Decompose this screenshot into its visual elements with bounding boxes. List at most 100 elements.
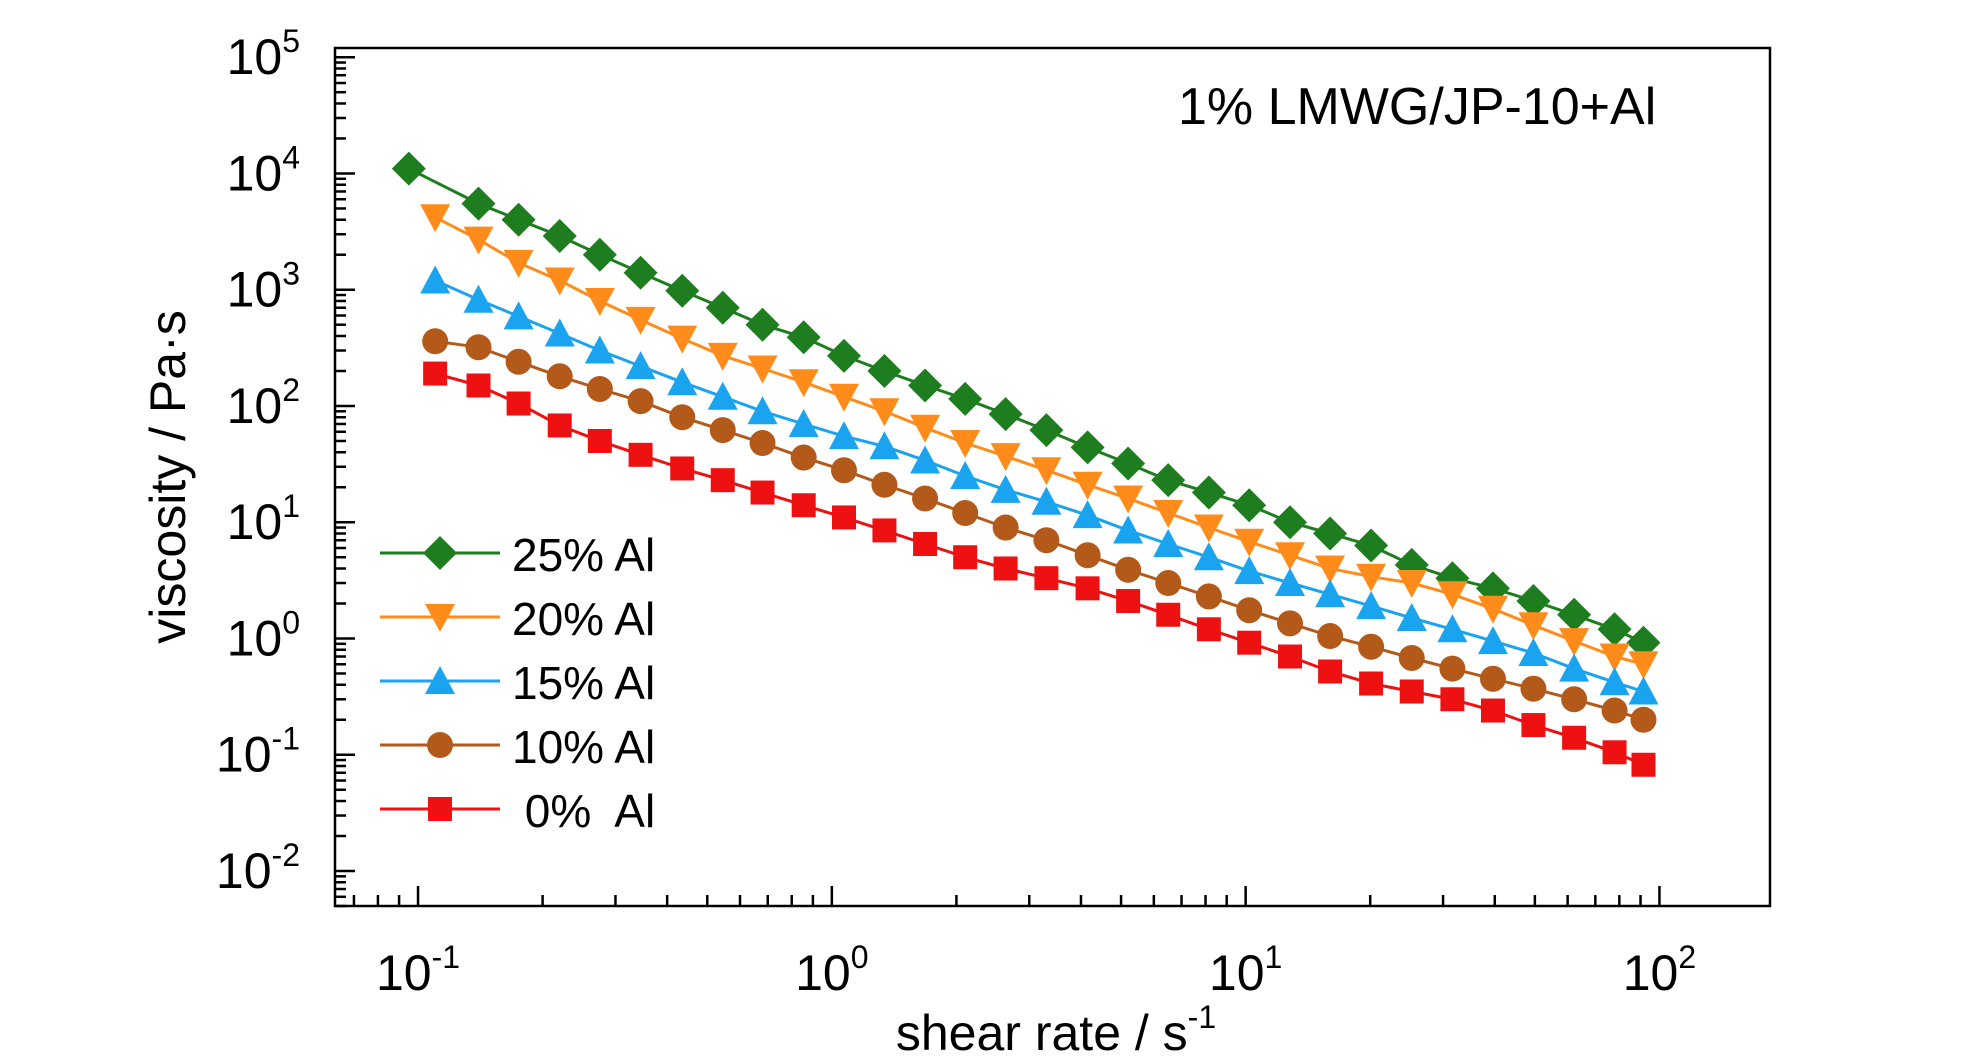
marker-circle bbox=[1520, 675, 1547, 702]
marker-circle bbox=[1195, 583, 1222, 610]
legend-item: 25% Al bbox=[380, 529, 655, 581]
marker-square bbox=[1318, 659, 1343, 684]
marker-triangle-down bbox=[1113, 485, 1144, 514]
marker-triangle-down bbox=[1072, 471, 1103, 500]
marker-triangle-up bbox=[869, 431, 900, 460]
marker-circle bbox=[586, 375, 613, 402]
marker-triangle-up bbox=[1275, 568, 1306, 597]
marker-diamond bbox=[705, 290, 740, 325]
marker-diamond bbox=[948, 381, 983, 416]
marker-diamond bbox=[1273, 505, 1308, 540]
marker-circle bbox=[1115, 556, 1142, 583]
x-tick-label-base: 10 bbox=[1209, 945, 1265, 1001]
marker-diamond bbox=[1029, 413, 1064, 448]
marker-square bbox=[750, 480, 775, 505]
x-tick-label: 101 bbox=[1209, 939, 1282, 1001]
marker-square bbox=[1034, 566, 1059, 591]
marker-triangle-up bbox=[1559, 653, 1590, 682]
marker-diamond bbox=[786, 320, 821, 355]
marker-square bbox=[993, 556, 1018, 581]
marker-diamond bbox=[1557, 597, 1592, 632]
marker-square bbox=[710, 468, 735, 493]
marker-circle bbox=[627, 388, 654, 415]
y-tick-label-base: 10 bbox=[227, 494, 283, 550]
marker-circle bbox=[505, 348, 532, 375]
marker-triangle-down bbox=[1153, 500, 1184, 529]
marker-triangle-down bbox=[1628, 651, 1659, 680]
legend-item: 20% Al bbox=[380, 593, 655, 645]
marker-triangle-up bbox=[584, 335, 615, 364]
marker-square bbox=[423, 361, 448, 386]
marker-diamond bbox=[1597, 612, 1632, 647]
chart-title: 1% LMWG/JP-10+Al bbox=[1178, 78, 1656, 136]
marker-square bbox=[1359, 671, 1384, 696]
marker-triangle-down bbox=[1477, 595, 1508, 624]
series-10-al bbox=[422, 328, 1657, 733]
marker-triangle-down bbox=[544, 267, 575, 296]
x-tick-label: 10-1 bbox=[376, 939, 460, 1001]
y-tick-label-base: 10 bbox=[227, 29, 283, 85]
marker-square bbox=[1440, 687, 1465, 712]
marker-diamond bbox=[1516, 584, 1551, 619]
y-tick-label-base: 10 bbox=[227, 378, 283, 434]
marker-circle bbox=[992, 514, 1019, 541]
x-axis-label: shear rate / s-1 bbox=[896, 999, 1216, 1061]
marker-triangle-down bbox=[1031, 457, 1062, 486]
marker-diamond bbox=[623, 255, 658, 290]
marker-square bbox=[1399, 679, 1424, 704]
marker-triangle-up bbox=[1437, 614, 1468, 643]
y-tick-label-exp: 1 bbox=[282, 488, 300, 524]
marker-square bbox=[1602, 740, 1627, 765]
x-tick-label-exp: 0 bbox=[851, 939, 869, 975]
marker-triangle-up bbox=[828, 421, 859, 450]
marker-circle bbox=[1155, 570, 1182, 597]
marker-triangle-up bbox=[420, 265, 451, 294]
marker-square bbox=[1631, 752, 1656, 777]
marker-square bbox=[791, 493, 816, 518]
marker-triangle-up bbox=[503, 301, 534, 330]
marker-triangle-down bbox=[1396, 570, 1427, 599]
marker-triangle-down bbox=[463, 226, 494, 255]
marker-circle bbox=[709, 417, 736, 444]
marker-triangle-up bbox=[1356, 591, 1387, 620]
marker-triangle-up bbox=[1628, 676, 1659, 705]
marker-triangle-down bbox=[828, 383, 859, 412]
marker-triangle-up bbox=[1113, 515, 1144, 544]
marker-square bbox=[831, 505, 856, 530]
y-tick-label-exp: -2 bbox=[272, 837, 300, 873]
x-tick-label-exp: -1 bbox=[432, 939, 460, 975]
marker-square bbox=[953, 545, 978, 570]
marker-circle bbox=[1277, 610, 1304, 637]
marker-triangle-down bbox=[910, 414, 941, 443]
marker-triangle-down bbox=[1315, 555, 1346, 584]
x-tick-label-exp: 2 bbox=[1678, 939, 1696, 975]
marker-triangle-up bbox=[910, 445, 941, 474]
marker-circle bbox=[465, 334, 492, 361]
y-tick-label-base: 10 bbox=[216, 727, 272, 783]
legend: 25% Al 20% Al 15% Al 10% Al 0% Al bbox=[380, 529, 655, 837]
marker-square bbox=[1116, 589, 1141, 614]
marker-triangle-down bbox=[503, 249, 534, 278]
marker-triangle-up bbox=[747, 396, 778, 425]
marker-triangle-up bbox=[1234, 556, 1265, 585]
marker-diamond bbox=[1313, 516, 1348, 551]
y-tick-label-exp: 5 bbox=[282, 23, 300, 59]
data-series bbox=[391, 151, 1661, 777]
marker-diamond bbox=[665, 273, 700, 308]
marker-triangle-down bbox=[420, 204, 451, 233]
marker-diamond bbox=[542, 218, 577, 253]
marker-square bbox=[1278, 644, 1303, 669]
marker-diamond bbox=[423, 536, 457, 570]
axis-ticks bbox=[335, 55, 1661, 908]
y-tick-label: 101 bbox=[227, 488, 300, 550]
marker-triangle-up bbox=[625, 351, 656, 380]
marker-diamond bbox=[1070, 430, 1105, 465]
marker-triangle-up bbox=[707, 381, 738, 410]
marker-triangle-down bbox=[584, 287, 615, 316]
series-15-al bbox=[420, 265, 1659, 705]
marker-triangle-down bbox=[707, 342, 738, 371]
marker-diamond bbox=[867, 353, 902, 388]
marker-circle bbox=[952, 500, 979, 527]
y-tick-label-base: 10 bbox=[227, 610, 283, 666]
